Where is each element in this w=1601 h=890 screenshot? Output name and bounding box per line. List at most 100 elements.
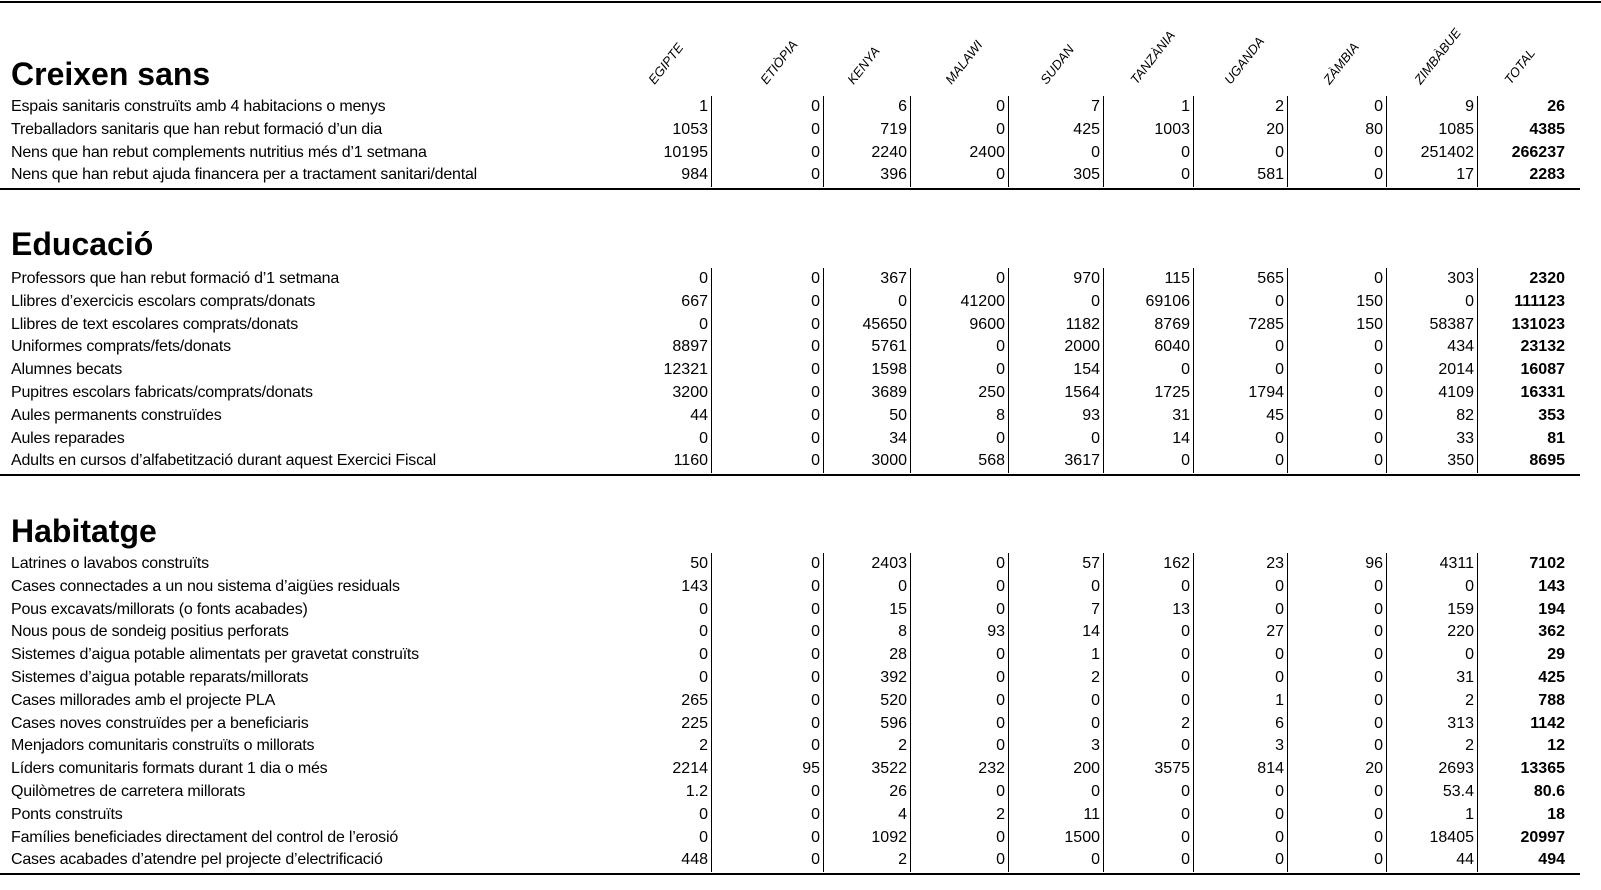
cell: 200 — [1024, 758, 1104, 782]
section-title: Educació — [11, 226, 154, 262]
row-label: Famílies beneficiades directament del co… — [11, 828, 399, 846]
cell: 2214 — [622, 758, 712, 782]
cell: 15 — [831, 598, 911, 622]
cell: 5761 — [831, 336, 911, 360]
cell: 11 — [1024, 803, 1104, 827]
cell: 44 — [622, 404, 712, 428]
cell: 0 — [1307, 427, 1387, 451]
cell: 159 — [1398, 598, 1478, 622]
cell: 1053 — [622, 118, 712, 142]
cell: 2014 — [1398, 359, 1478, 383]
cell: 313 — [1398, 712, 1478, 736]
cell: 0 — [1024, 689, 1104, 713]
cell: 0 — [764, 689, 824, 713]
cell: 0 — [1307, 404, 1387, 428]
cell: 667 — [622, 290, 712, 314]
cell: 0 — [764, 621, 824, 645]
cell: 26 — [831, 781, 911, 804]
cell: 0 — [1307, 141, 1387, 165]
cell: 4311 — [1398, 553, 1478, 576]
cell: 0 — [1307, 826, 1387, 850]
cell: 1182 — [1024, 313, 1104, 337]
cell: 0 — [1398, 575, 1478, 599]
cell: 0 — [764, 849, 824, 873]
cell: 0 — [764, 268, 824, 291]
cell: 0 — [764, 575, 824, 599]
column-header: TANZÀNIA — [1127, 27, 1178, 88]
cell: 3575 — [1114, 758, 1194, 782]
cell: 95 — [764, 758, 824, 782]
row-label: Aules reparades — [11, 429, 125, 447]
cell: 16087 — [1520, 361, 1566, 379]
cell: 520 — [831, 689, 911, 713]
cell: 0 — [1307, 735, 1387, 759]
cell: 111123 — [1514, 292, 1565, 310]
cell: 0 — [764, 96, 824, 119]
cell: 0 — [764, 313, 824, 337]
cell: 13365 — [1520, 760, 1566, 778]
cell: 367 — [831, 268, 911, 291]
cell: 0 — [764, 553, 824, 576]
cell: 1794 — [1208, 382, 1288, 405]
cell: 2320 — [1529, 270, 1565, 287]
cell: 0 — [622, 826, 712, 850]
cell: 0 — [1307, 781, 1387, 804]
cell: 225 — [622, 712, 712, 736]
section-title: Creixen sans — [11, 56, 211, 92]
cell: 7285 — [1208, 313, 1288, 337]
cell: 362 — [1538, 623, 1565, 641]
cell: 0 — [1398, 290, 1478, 314]
cell: 0 — [764, 644, 824, 668]
cell: 31 — [1398, 667, 1478, 690]
cell: 10195 — [622, 141, 712, 165]
cell: 33 — [1398, 427, 1478, 451]
row-label: Treballadors sanitaris que han rebut for… — [11, 120, 383, 138]
cell: 0 — [929, 427, 1009, 451]
cell: 0 — [1114, 803, 1194, 827]
cell: 0 — [1307, 450, 1387, 474]
cell: 2283 — [1529, 166, 1565, 184]
row-label: Líders comunitaris formats durant 1 dia … — [11, 760, 328, 778]
cell: 0 — [1307, 712, 1387, 736]
cell: 0 — [764, 382, 824, 405]
cell: 0 — [1307, 644, 1387, 668]
cell: 0 — [1307, 849, 1387, 873]
column-header: TOTAL — [1501, 45, 1539, 87]
row-label: Cases acabades d’atendre pel projecte d’… — [11, 851, 383, 869]
cell: 0 — [1307, 268, 1387, 291]
cell: 0 — [1208, 450, 1288, 474]
cell: 115 — [1114, 268, 1194, 291]
cell: 80 — [1307, 118, 1387, 142]
cell: 194 — [1538, 600, 1565, 618]
cell: 305 — [1024, 164, 1104, 188]
row-label: Llibres d’exercicis escolars comprats/do… — [11, 292, 316, 310]
cell: 1.2 — [622, 781, 712, 804]
cell: 0 — [764, 598, 824, 622]
cell: 0 — [1208, 427, 1288, 451]
cell: 581 — [1208, 164, 1288, 188]
cell: 131023 — [1511, 315, 1565, 333]
cell: 0 — [764, 712, 824, 736]
row-label: Aules permanents construïdes — [11, 406, 222, 424]
cell: 0 — [1114, 359, 1194, 383]
cell: 425 — [1538, 669, 1565, 686]
cell: 1500 — [1024, 826, 1104, 850]
cell: 814 — [1208, 758, 1288, 782]
row-label: Professors que han rebut formació d’1 se… — [11, 270, 340, 287]
row-label: Pous excavats/millorats (o fonts acabade… — [11, 600, 308, 618]
cell: 0 — [929, 712, 1009, 736]
cell: 0 — [929, 336, 1009, 360]
cell: 0 — [1024, 575, 1104, 599]
cell: 1003 — [1114, 118, 1194, 142]
cell: 17 — [1398, 164, 1478, 188]
cell: 4 — [831, 803, 911, 827]
cell: 434 — [1398, 336, 1478, 360]
cell: 0 — [1024, 290, 1104, 314]
column-header: ETIÒPIA — [757, 37, 801, 87]
cell: 1 — [1208, 689, 1288, 713]
cell: 250 — [929, 382, 1009, 405]
row-label: Sistemes d’aigua potable reparats/millor… — [11, 669, 309, 686]
cell: 0 — [1114, 826, 1194, 850]
cell: 3 — [1024, 735, 1104, 759]
cell: 20 — [1208, 118, 1288, 142]
